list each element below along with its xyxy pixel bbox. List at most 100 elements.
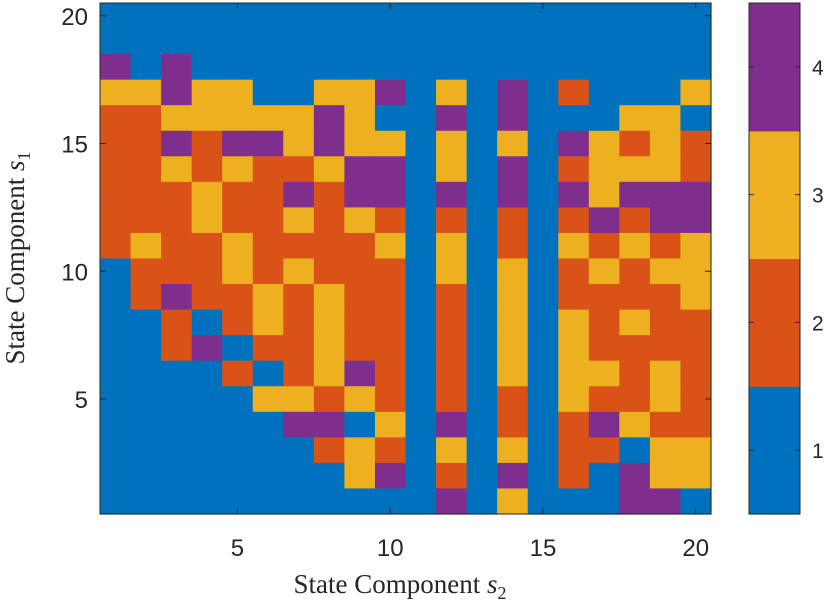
- heatmap-cell: [405, 3, 437, 30]
- heatmap-cell: [527, 181, 559, 208]
- x-axis-label: State Component s2: [294, 569, 507, 603]
- heatmap-cell: [558, 79, 590, 106]
- heatmap-cell: [374, 181, 407, 208]
- colorbar-segment: [749, 386, 800, 515]
- heatmap-cell: [161, 54, 193, 81]
- heatmap-cell: [161, 28, 193, 55]
- heatmap-cell: [649, 437, 682, 464]
- heatmap-cell: [649, 156, 682, 183]
- heatmap-cell: [100, 156, 132, 183]
- heatmap-cell: [680, 54, 712, 81]
- heatmap-cell: [100, 28, 132, 55]
- heatmap-cell: [588, 284, 620, 311]
- heatmap-cell: [130, 54, 162, 81]
- heatmap-cell: [649, 79, 682, 106]
- heatmap-cell: [161, 105, 193, 132]
- heatmap-cell: [466, 437, 498, 464]
- heatmap-cell: [466, 488, 498, 515]
- y-axis-label-subscript: 1: [14, 152, 34, 161]
- heatmap-cell: [466, 258, 498, 285]
- heatmap-cell: [191, 79, 223, 106]
- heatmap-cell: [130, 105, 162, 132]
- heatmap-cell: [680, 411, 712, 438]
- heatmap-cell: [191, 437, 223, 464]
- heatmap-cell: [405, 437, 437, 464]
- heatmap-cell: [649, 335, 682, 362]
- heatmap-cell: [649, 105, 682, 132]
- heatmap-cell: [649, 181, 682, 208]
- heatmap-cell: [252, 28, 284, 55]
- y-axis-label-text: State Component: [0, 177, 30, 364]
- heatmap-cell: [497, 437, 529, 464]
- heatmap-cell: [344, 386, 376, 413]
- heatmap-cell: [405, 258, 437, 285]
- heatmap-cell: [344, 232, 376, 260]
- heatmap-cell: [161, 309, 193, 336]
- heatmap-cell: [558, 54, 590, 81]
- heatmap-cell: [313, 207, 345, 234]
- heatmap-cell: [405, 156, 437, 183]
- heatmap-cell: [191, 130, 223, 157]
- heatmap-cell: [313, 105, 345, 132]
- heatmap-cell: [374, 284, 407, 311]
- heatmap-cell: [252, 360, 284, 387]
- heatmap-cell: [619, 258, 651, 285]
- heatmap-cell: [252, 79, 284, 106]
- colorbar-ticks: 1 2 3 4: [749, 57, 824, 463]
- heatmap-cell: [558, 258, 590, 285]
- heatmap-cell: [558, 360, 590, 387]
- heatmap-cell: [405, 54, 437, 81]
- heatmap-cell: [313, 335, 345, 362]
- heatmap-cell: [405, 411, 437, 438]
- heatmap-cell: [558, 156, 590, 183]
- heatmap-cell: [527, 54, 559, 81]
- heatmap-cell: [344, 156, 376, 183]
- heatmap-cell: [588, 207, 620, 234]
- heatmap-cell: [100, 411, 132, 438]
- heatmap-cell: [100, 232, 132, 260]
- plot-frame: [99, 2, 712, 515]
- heatmap-cell: [191, 54, 223, 81]
- heatmap-cell: [374, 386, 407, 413]
- heatmap-cell: [649, 207, 682, 234]
- heatmap-cell: [100, 309, 132, 336]
- heatmap-cell: [283, 79, 315, 106]
- heatmap-cell: [161, 360, 193, 387]
- heatmap-cell: [283, 258, 315, 285]
- colorbar-segment: [749, 130, 800, 260]
- heatmap-cell: [191, 462, 223, 490]
- heatmap-cell: [100, 105, 132, 132]
- heatmap-cell: [497, 360, 529, 387]
- heatmap-cell: [558, 130, 590, 157]
- heatmap-cell: [436, 156, 468, 183]
- heatmap-cell: [619, 309, 651, 336]
- heatmap-cell: [222, 284, 254, 311]
- colorbar-tick-label: 4: [812, 57, 824, 80]
- heatmap-cell: [680, 462, 712, 490]
- heatmap-cell: [527, 156, 559, 183]
- heatmap-cell: [222, 79, 254, 106]
- colorbar-tick-label: 2: [812, 312, 824, 335]
- heatmap-cell: [558, 3, 590, 30]
- heatmap-cell: [283, 462, 315, 490]
- heatmap-cell: [680, 335, 712, 362]
- heatmap-cell: [130, 488, 162, 515]
- heatmap-cell: [313, 28, 345, 55]
- x-tick-label: 20: [682, 535, 709, 562]
- heatmap-cell: [313, 360, 345, 387]
- heatmap-cell: [588, 28, 620, 55]
- heatmap-cell: [405, 488, 437, 515]
- heatmap-cell: [680, 284, 712, 311]
- heatmap-cell: [374, 130, 407, 157]
- colorbar: [749, 3, 800, 515]
- heatmap-cell: [405, 28, 437, 55]
- heatmap-cell: [161, 232, 193, 260]
- heatmap-cell: [252, 309, 284, 336]
- heatmap-cell: [161, 335, 193, 362]
- heatmap-cell: [436, 309, 468, 336]
- heatmap-cell: [161, 488, 193, 515]
- y-axis-label: State Component s1: [0, 152, 34, 365]
- heatmap-cell: [344, 360, 376, 387]
- heatmap-cell: [680, 79, 712, 106]
- heatmap-cell: [497, 79, 529, 106]
